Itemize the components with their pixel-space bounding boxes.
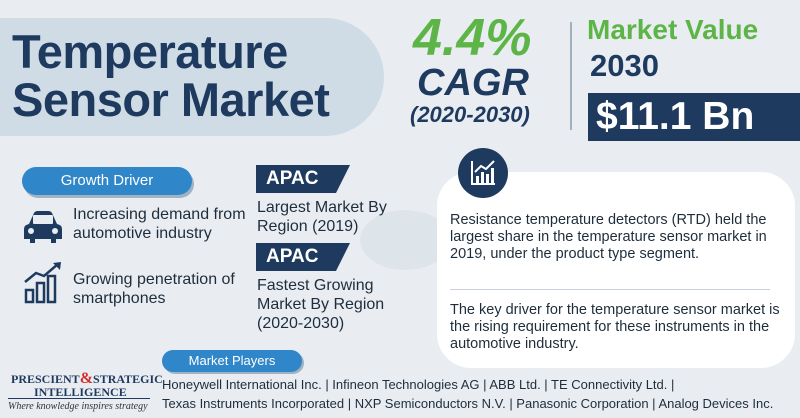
- logo-underline: [8, 398, 150, 399]
- cagr-label: CAGR: [417, 62, 529, 104]
- market-value-box: [588, 93, 800, 141]
- market-players-line-2: Texas Instruments Incorporated | NXP Sem…: [162, 396, 774, 411]
- page-title-line2: Sensor Market: [12, 73, 330, 126]
- title-banner: [0, 18, 384, 136]
- market-value-title: Market Value: [587, 14, 759, 45]
- company-logo: PRESCIENT&STRATEGIC: [11, 370, 163, 388]
- card-divider: [450, 289, 770, 290]
- logo-word-3: INTELLIGENCE: [34, 385, 127, 399]
- logo-word-2: STRATEGIC: [93, 372, 163, 386]
- divider: [570, 22, 572, 130]
- market-value-amount: $11.1 Bn: [596, 95, 755, 138]
- market-players-label: Market Players: [162, 350, 302, 372]
- cagr-value: 4.4%: [413, 9, 532, 67]
- growth-driver-label: Growth Driver: [22, 167, 192, 195]
- logo-tagline: Where knowledge inspires strategy: [8, 401, 148, 412]
- market-players-line-1: Honeywell International Inc. | Infineon …: [162, 377, 675, 392]
- region-text-fastest: Fastest Growing Market By Region (2020-2…: [257, 277, 385, 332]
- growth-driver-item-1: Increasing demand from automotive indust…: [73, 206, 246, 242]
- bar-growth-icon: [24, 262, 61, 304]
- region-text-largest: Largest Market By Region (2019): [257, 199, 387, 235]
- insight-text-2: The key driver for the temperature senso…: [450, 302, 780, 352]
- logo-word-1: PRESCIENT: [11, 372, 80, 386]
- trend-chart-icon: [458, 148, 508, 198]
- insight-text-1: Resistance temperature detectors (RTD) h…: [450, 212, 767, 262]
- world-map-background: [360, 210, 450, 270]
- cagr-period: (2020-2030): [410, 102, 530, 127]
- logo-ampersand: &: [79, 370, 94, 387]
- region-tag-largest: APAC: [256, 165, 350, 193]
- growth-driver-item-2: Growing penetration of smartphones: [73, 271, 235, 307]
- car-icon: [24, 211, 62, 243]
- insight-card: [437, 172, 795, 368]
- market-value-year: 2030: [590, 48, 659, 83]
- region-tag-fastest: APAC: [256, 243, 350, 271]
- page-title-line1: Temperature: [12, 25, 288, 78]
